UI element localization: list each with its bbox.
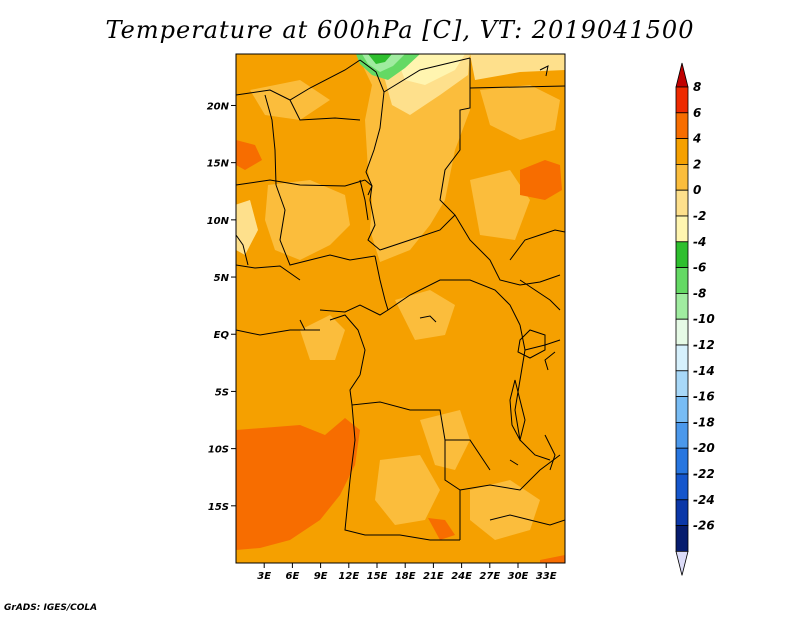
lon-tick-label: 30E: [508, 571, 529, 582]
colorbar-label: -26: [693, 519, 715, 533]
colorbar-segment: [675, 189, 689, 217]
colorbar-label: 4: [692, 132, 701, 146]
temperature-field: [236, 54, 565, 563]
lon-tick-label: 24E: [451, 571, 472, 582]
colorbar-label: -18: [693, 415, 715, 429]
lat-tick-label: 20N: [207, 101, 230, 112]
colorbar-segment: [675, 421, 689, 449]
colorbar-top-arrow: [675, 62, 689, 88]
colorbar-label: -6: [693, 261, 706, 275]
colorbar-segment: [675, 163, 689, 191]
contour-4-to-6: [236, 140, 565, 563]
lon-tick-label: 3E: [257, 571, 271, 582]
colorbar-segment: [675, 370, 689, 397]
colorbar-label: -14: [693, 364, 715, 378]
lon-tick-label: 12E: [338, 571, 359, 582]
colorbar-label: 6: [693, 106, 701, 120]
colorbar-segment: [675, 447, 689, 475]
lon-tick-label: 6E: [286, 571, 300, 582]
contour-green: [356, 54, 420, 80]
map-frame: [235, 53, 566, 564]
colorbar-label: 2: [693, 157, 701, 171]
lat-tick-label: 15S: [208, 502, 229, 513]
colorbar-segment: [675, 499, 689, 526]
colorbar-segment: [675, 473, 689, 501]
lon-tick-label: 27E: [479, 571, 500, 582]
map-title: Temperature at 600hPa [C], VT: 201904150…: [105, 16, 695, 44]
colorbar-segment: [675, 525, 689, 552]
colorbar-segment: [675, 267, 689, 294]
colorbar-label: -12: [693, 338, 715, 352]
latitude-ticks: 20N 15N 10N 5N EQ 5S 10S 15S: [207, 101, 236, 513]
lat-tick-label: 15N: [207, 159, 230, 170]
colorbar-segment: [675, 318, 689, 346]
country-borders: [236, 57, 565, 541]
longitude-ticks: 3E 6E 9E 12E 15E 18E 21E 24E 27E 30E 33E: [257, 563, 557, 582]
contour-0-to-2: [250, 58, 560, 540]
colorbar-label: -4: [693, 235, 706, 249]
lat-tick-label: 10N: [207, 216, 230, 227]
colorbar-label: 8: [693, 80, 701, 94]
lon-tick-label: 15E: [367, 571, 388, 582]
footer-credit: GrADS: IGES/COLA: [4, 603, 98, 613]
colorbar-label: 0: [693, 183, 701, 197]
lat-tick-label: 5S: [215, 387, 229, 398]
lat-tick-label: 10S: [208, 445, 229, 456]
colorbar-label: -2: [693, 209, 706, 223]
colorbar-bottom-arrow: [675, 551, 689, 576]
colorbar-label: -16: [693, 390, 715, 404]
lat-tick-label: EQ: [214, 330, 230, 341]
colorbar-segment: [675, 344, 689, 372]
lat-tick-label: 5N: [214, 273, 230, 284]
colorbar-segment: [675, 241, 689, 269]
colorbar-segment: [675, 86, 689, 114]
colorbar-segment: [675, 112, 689, 140]
lon-tick-label: 33E: [536, 571, 557, 582]
lon-tick-label: 9E: [314, 571, 328, 582]
lon-tick-label: 18E: [395, 571, 416, 582]
colorbar-segment: [675, 292, 689, 320]
colorbar-label: -8: [693, 286, 706, 300]
colorbar-segment: [675, 215, 689, 243]
lakes-coast: [299, 65, 556, 471]
colorbar-label: -20: [693, 441, 715, 455]
colorbar-segment: [675, 138, 689, 165]
colorbar: 8 6 4 2 0 -2 -4 -6 -8 -10 -12 -14 -16 -18 -20 -22 -24 -26: [675, 62, 715, 576]
lon-tick-label: 21E: [423, 571, 444, 582]
colorbar-label: -10: [693, 312, 715, 326]
colorbar-segment: [675, 396, 689, 423]
colorbar-label: -24: [693, 493, 715, 507]
contour-minus4-to-minus2: [395, 54, 465, 85]
colorbar-label: -22: [693, 467, 715, 481]
